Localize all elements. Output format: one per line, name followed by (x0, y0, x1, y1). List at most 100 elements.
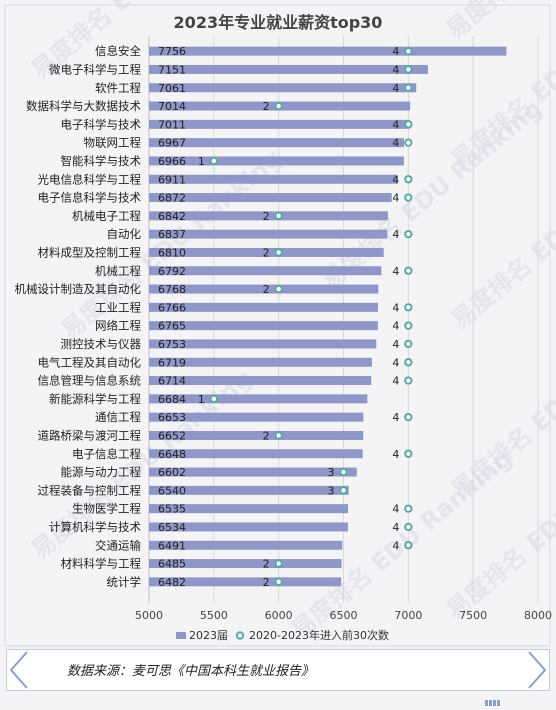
salary-value-label: 6648 (158, 448, 186, 461)
category-label: 微电子科学与工程 (49, 62, 141, 76)
salary-value-label: 6966 (158, 155, 186, 168)
category-label: 交通运输 (95, 538, 141, 552)
count-marker (404, 138, 413, 147)
salary-value-label: 6872 (158, 192, 186, 205)
count-value-label: 4 (392, 192, 399, 205)
category-label: 生物医学工程 (72, 502, 141, 516)
category-label: 信息安全 (95, 44, 141, 58)
salary-value-label: 6602 (158, 466, 186, 479)
salary-value-label: 7756 (158, 45, 186, 58)
salary-value-label: 6911 (158, 173, 186, 186)
count-marker (404, 504, 413, 513)
salary-bar (149, 430, 364, 440)
count-marker (404, 339, 413, 349)
salary-bar (149, 119, 410, 129)
category-label: 机械电子工程 (72, 209, 141, 223)
salary-value-label: 6534 (158, 521, 186, 534)
count-value-label: 4 (392, 411, 399, 424)
x-tick-label: 6500 (330, 609, 358, 622)
count-marker (404, 266, 413, 275)
salary-bar (149, 449, 363, 459)
salary-bar (149, 229, 388, 239)
count-value-label: 2 (263, 558, 270, 571)
salary-value-label: 6719 (158, 356, 186, 369)
salary-bar (149, 83, 417, 93)
count-marker (404, 83, 413, 92)
salary-value-label: 6540 (158, 484, 186, 497)
count-value-label: 2 (263, 246, 270, 259)
salary-value-label: 6714 (158, 375, 186, 388)
count-value-label: 3 (328, 484, 335, 497)
salary-value-label: 7011 (158, 118, 186, 131)
salary-bar (149, 302, 378, 312)
category-label: 电子信息科学与技术 (38, 191, 142, 205)
count-marker (404, 229, 413, 239)
count-marker (404, 449, 413, 458)
count-marker (404, 522, 413, 532)
count-marker (209, 156, 219, 166)
right-bracket-icon (528, 651, 547, 689)
salary-bar (149, 284, 379, 294)
category-label: 工业工程 (95, 300, 141, 314)
count-value-label: 4 (392, 448, 399, 461)
category-label: 物联网工程 (84, 136, 142, 150)
count-value-label: 4 (392, 521, 399, 534)
category-label: 电气工程及其自动化 (38, 355, 142, 369)
source-box: 数据来源：麦可思《中国本科生就业报告》 (6, 649, 550, 706)
salary-bar (149, 174, 397, 184)
legend-label-salary: 2023届 (189, 629, 228, 642)
salary-value-label: 6652 (158, 429, 186, 442)
count-marker (339, 486, 348, 495)
salary-bar (149, 247, 384, 257)
count-value-label: 4 (392, 503, 399, 516)
count-marker (404, 321, 413, 330)
salary-value-label: 6837 (158, 228, 186, 241)
count-marker (404, 541, 413, 550)
count-marker (209, 394, 219, 404)
salary-bar (149, 412, 364, 422)
count-value-label: 4 (392, 118, 399, 131)
category-label: 统计学 (107, 575, 142, 589)
category-label: 新能源科学与工程 (49, 392, 141, 406)
count-value-label: 4 (392, 338, 399, 351)
salary-value-label: 6967 (158, 137, 186, 150)
count-marker (274, 559, 283, 568)
salary-value-label: 6768 (158, 283, 186, 296)
left-bracket-icon (9, 651, 28, 689)
count-marker (274, 577, 283, 587)
category-label: 机械工程 (95, 264, 141, 278)
salary-value-label: 6810 (158, 246, 186, 259)
salary-value-label: 6535 (158, 503, 186, 516)
count-marker (274, 431, 283, 440)
salary-bar (149, 138, 405, 148)
count-marker (404, 303, 413, 312)
source-text: 数据来源：麦可思《中国本科生就业报告》 (67, 664, 315, 679)
count-marker (404, 412, 413, 422)
salary-value-label: 6491 (158, 539, 186, 552)
salary-bar (149, 504, 349, 514)
category-label: 材料科学与工程 (61, 557, 142, 571)
salary-bar (149, 266, 382, 276)
count-value-label: 2 (263, 100, 270, 113)
salary-value-label: 6842 (158, 210, 186, 223)
count-value-label: 4 (392, 301, 399, 314)
count-value-label: 2 (263, 210, 270, 223)
legend-swatch-salary (176, 632, 186, 639)
salary-value-label: 6684 (158, 393, 186, 406)
category-label: 数据科学与大数据技术 (26, 99, 141, 113)
salary-bar (149, 339, 377, 349)
category-label: 通信工程 (95, 410, 141, 424)
salary-bar (149, 467, 357, 477)
salary-value-label: 7061 (158, 82, 186, 95)
salary-bar (149, 46, 507, 56)
salary-value-label: 6753 (158, 338, 186, 351)
count-value-label: 2 (263, 283, 270, 296)
category-label: 软件工程 (95, 81, 141, 95)
count-value-label: 4 (392, 63, 399, 76)
salary-bar (149, 376, 372, 386)
count-value-label: 4 (392, 539, 399, 552)
salary-bar (149, 577, 342, 587)
count-marker (404, 175, 413, 184)
